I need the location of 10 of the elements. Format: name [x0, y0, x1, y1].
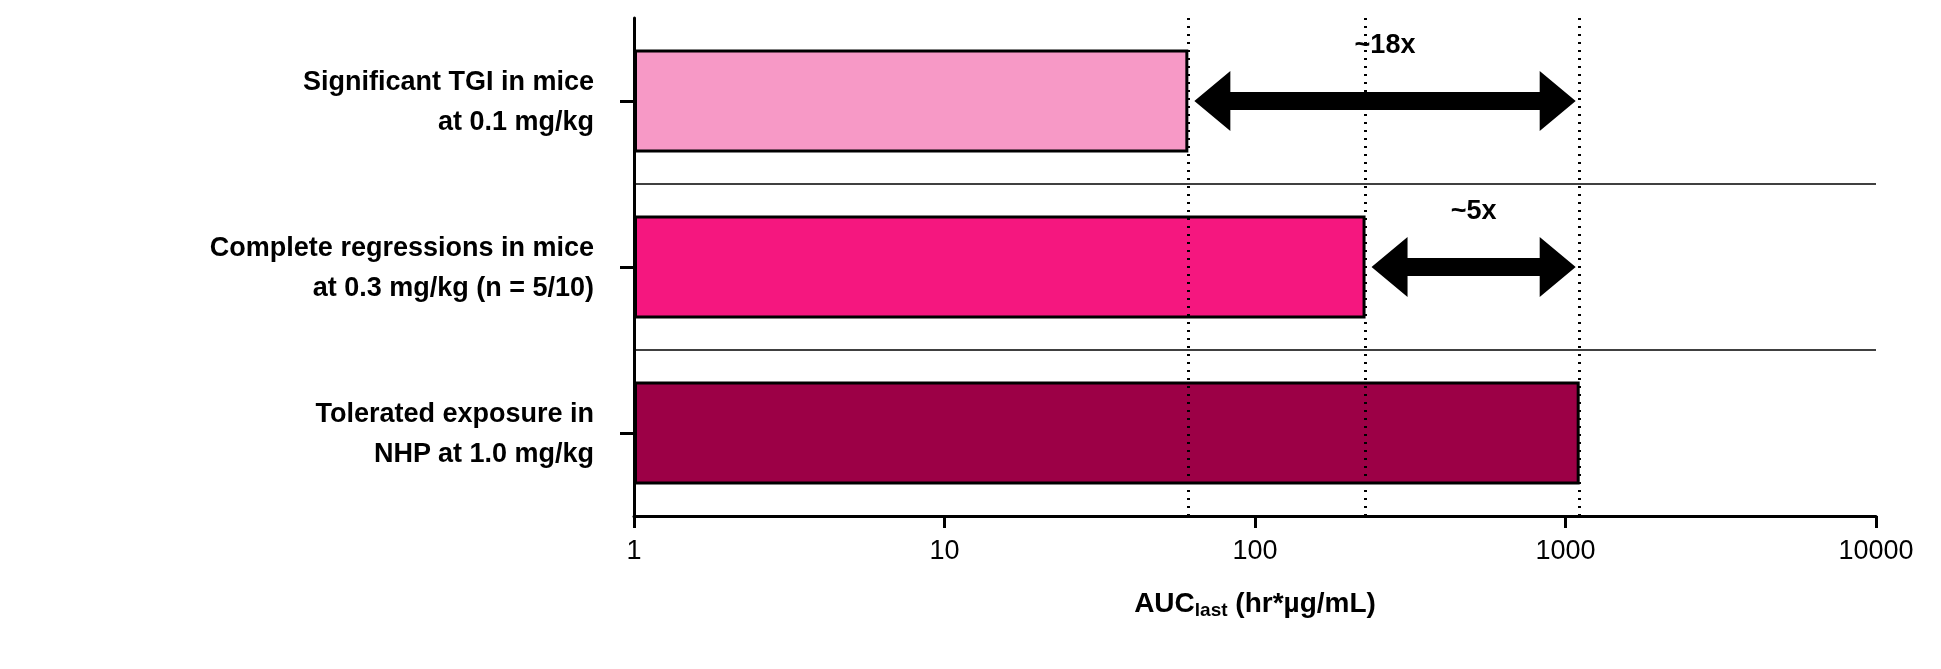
y-tick-label: Complete regressions in mice at 0.3 mg/kg (n = 5/10): [209, 232, 594, 302]
annotation: ~18x: [1354, 29, 1416, 59]
y-tick-label: Significant TGI in mice at 0.1 mg/kg: [302, 66, 594, 136]
y-tick-label: Tolerated exposure in NHP at 1.0 mg/kg: [315, 398, 594, 468]
x-tick-label: 10: [929, 534, 960, 565]
x-tick-label: 10000: [1838, 534, 1914, 565]
x-tick-label: 1: [626, 534, 642, 565]
x-tick-label: 1000: [1535, 534, 1596, 565]
x-tick-label: 100: [1232, 534, 1278, 565]
annotation: ~5x: [1450, 195, 1497, 225]
